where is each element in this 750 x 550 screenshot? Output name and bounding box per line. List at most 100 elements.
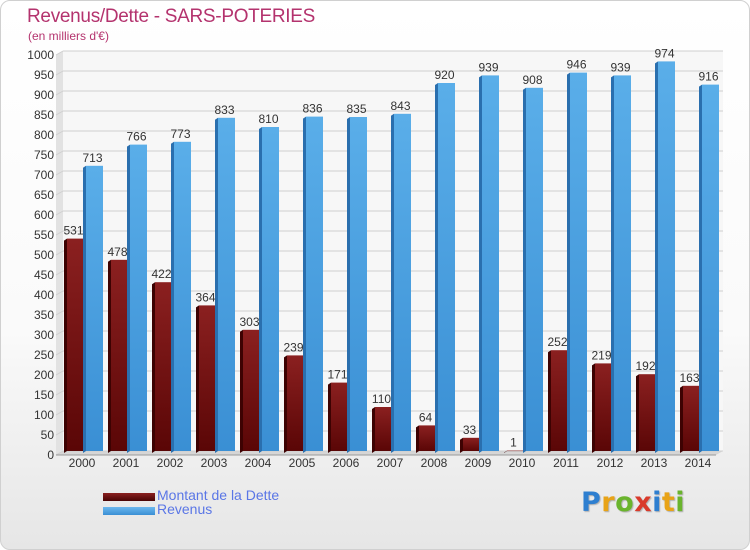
y-tick-label: 200 — [34, 368, 54, 382]
data-label-revenue: 916 — [698, 70, 718, 84]
bar-debt — [111, 259, 128, 451]
bar-debt-side — [284, 355, 287, 453]
bar-revenue — [130, 144, 147, 451]
gridline-side — [55, 330, 64, 336]
proxiti-logo: Proxiti — [581, 487, 685, 518]
bar-debt-side — [328, 382, 331, 453]
data-labels: 531 713 478 766 422 773 364 833 303 810 239 836 171 8… — [63, 46, 718, 449]
data-label-debt: 219 — [591, 348, 611, 362]
data-label-revenue: 974 — [654, 46, 674, 60]
x-tick-label: 2006 — [333, 456, 360, 470]
x-tick-label: 2012 — [597, 456, 624, 470]
gridline-side — [55, 170, 64, 176]
logo-letter: i — [675, 487, 686, 518]
bar-debt — [639, 374, 656, 451]
data-label-revenue: 835 — [346, 102, 366, 116]
bar-debt — [67, 238, 84, 451]
bar-debt — [419, 425, 436, 451]
bar-debt — [507, 450, 524, 452]
bar-revenue — [526, 87, 543, 452]
legend-label-revenue: Revenus — [157, 501, 213, 517]
x-tick-label: 2007 — [377, 456, 404, 470]
bar-debt-side — [680, 385, 683, 453]
x-tick-label: 2001 — [113, 456, 140, 470]
bar-revenue-side — [523, 87, 526, 454]
gridline-side — [55, 450, 64, 456]
logo-letter: r — [601, 487, 616, 518]
y-tick-label: 400 — [34, 288, 54, 302]
bar-debt-side — [196, 305, 199, 453]
y-tick-label: 250 — [34, 348, 54, 362]
bar-debt-side — [64, 238, 67, 453]
bar-revenue — [86, 165, 103, 452]
bar-revenue-side — [391, 113, 394, 454]
y-tick-label: 600 — [34, 208, 54, 222]
bar-revenue-side — [611, 75, 614, 454]
data-label-debt: 303 — [239, 315, 259, 329]
bar-debt — [683, 385, 700, 451]
gridline-side — [55, 370, 64, 376]
gridline-side — [55, 150, 64, 156]
bar-revenue — [306, 116, 323, 451]
bar-revenue-side — [83, 165, 86, 454]
data-label-revenue: 946 — [566, 58, 586, 72]
gridline-side — [55, 110, 64, 116]
bar-revenue — [174, 141, 191, 452]
bar-revenue-side — [567, 72, 570, 453]
x-tick-label: 2009 — [465, 456, 492, 470]
data-label-debt: 110 — [372, 392, 391, 406]
bar-debt-side — [152, 282, 155, 453]
gridline-side — [55, 90, 64, 96]
legend-label-debt: Montant de la Dette — [157, 487, 280, 503]
bar-revenue — [614, 75, 631, 452]
bar-debt — [243, 329, 260, 451]
bar-revenue-side — [347, 117, 350, 453]
legend-swatch-debt — [103, 493, 155, 501]
y-tick-label: 850 — [34, 108, 54, 122]
logo-letter: P — [581, 487, 602, 518]
data-label-revenue: 713 — [82, 151, 102, 165]
bar-debt-side — [460, 437, 463, 453]
bar-debt-side — [504, 450, 507, 453]
data-label-revenue: 836 — [302, 102, 322, 116]
data-label-revenue: 810 — [258, 112, 278, 126]
gridline-side — [55, 390, 64, 396]
bar-revenue — [570, 72, 587, 451]
chart-subtitle: (en milliers d'€) — [28, 29, 109, 43]
plot-floor — [56, 451, 723, 455]
x-tick-label: 2011 — [553, 456, 579, 470]
bar-revenue-side — [699, 84, 702, 453]
y-tick-label: 800 — [34, 128, 54, 142]
y-tick-label: 550 — [34, 228, 54, 242]
data-label-debt: 1 — [510, 436, 517, 450]
bar-debt — [287, 355, 304, 451]
y-tick-label: 50 — [41, 428, 55, 442]
gridline-side — [55, 290, 64, 296]
gridline-side — [55, 270, 64, 276]
gridline-side — [55, 250, 64, 256]
gridline-side — [55, 130, 64, 136]
bar-debt-side — [240, 329, 243, 453]
y-tick-label: 150 — [34, 388, 54, 402]
y-tick-label: 950 — [34, 68, 54, 82]
bar-revenue-side — [303, 116, 306, 453]
y-tick-label: 900 — [34, 88, 54, 102]
y-tick-label: 1000 — [27, 48, 54, 62]
bar-debt-side — [372, 407, 375, 453]
x-tick-label: 2002 — [157, 456, 184, 470]
bar-revenue — [262, 127, 279, 451]
data-label-revenue: 939 — [610, 60, 630, 74]
bar-debt-side — [548, 350, 551, 453]
bar-debt-side — [592, 363, 595, 453]
bar-debt — [199, 305, 216, 451]
bar-revenue — [702, 84, 719, 451]
y-tick-label: 350 — [34, 308, 54, 322]
data-label-debt: 239 — [283, 340, 303, 354]
data-label-debt: 252 — [547, 335, 567, 349]
x-tick-label: 2008 — [421, 456, 448, 470]
gridline-side — [55, 50, 64, 56]
logo-letter: o — [615, 487, 635, 518]
bar-revenue-side — [171, 141, 174, 454]
y-tick-label: 300 — [34, 328, 54, 342]
